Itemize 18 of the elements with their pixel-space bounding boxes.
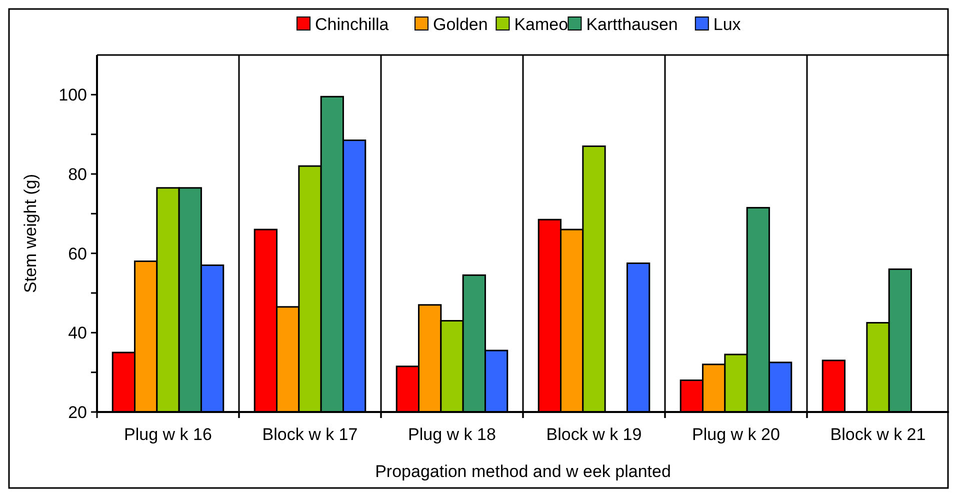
y-tick-label: 20 xyxy=(68,402,87,422)
y-axis-title: Stem weight (g) xyxy=(21,174,40,294)
x-tick-label: Plug w k 16 xyxy=(124,425,212,444)
x-tick-label: Block w k 17 xyxy=(262,425,358,444)
y-tick-label: 100 xyxy=(58,86,87,105)
x-tick-label: Plug w k 20 xyxy=(692,425,780,444)
legend-label: Lux xyxy=(713,15,742,34)
legend-label: Golden xyxy=(433,15,488,34)
legend-label: Kameo xyxy=(514,15,568,34)
y-tick-label: 40 xyxy=(68,324,87,343)
y-tick-label: 60 xyxy=(68,244,87,264)
x-tick-label: Plug w k 18 xyxy=(408,425,496,444)
x-tick-label: Block w k 19 xyxy=(546,425,642,444)
x-axis-title: Propagation method and w eek planted xyxy=(375,462,671,481)
legend-label: Kartthausen xyxy=(586,15,678,34)
legend-label: Chinchilla xyxy=(315,15,390,34)
y-tick-label: 80 xyxy=(68,164,87,184)
x-tick-label: Block w k 21 xyxy=(830,425,926,444)
